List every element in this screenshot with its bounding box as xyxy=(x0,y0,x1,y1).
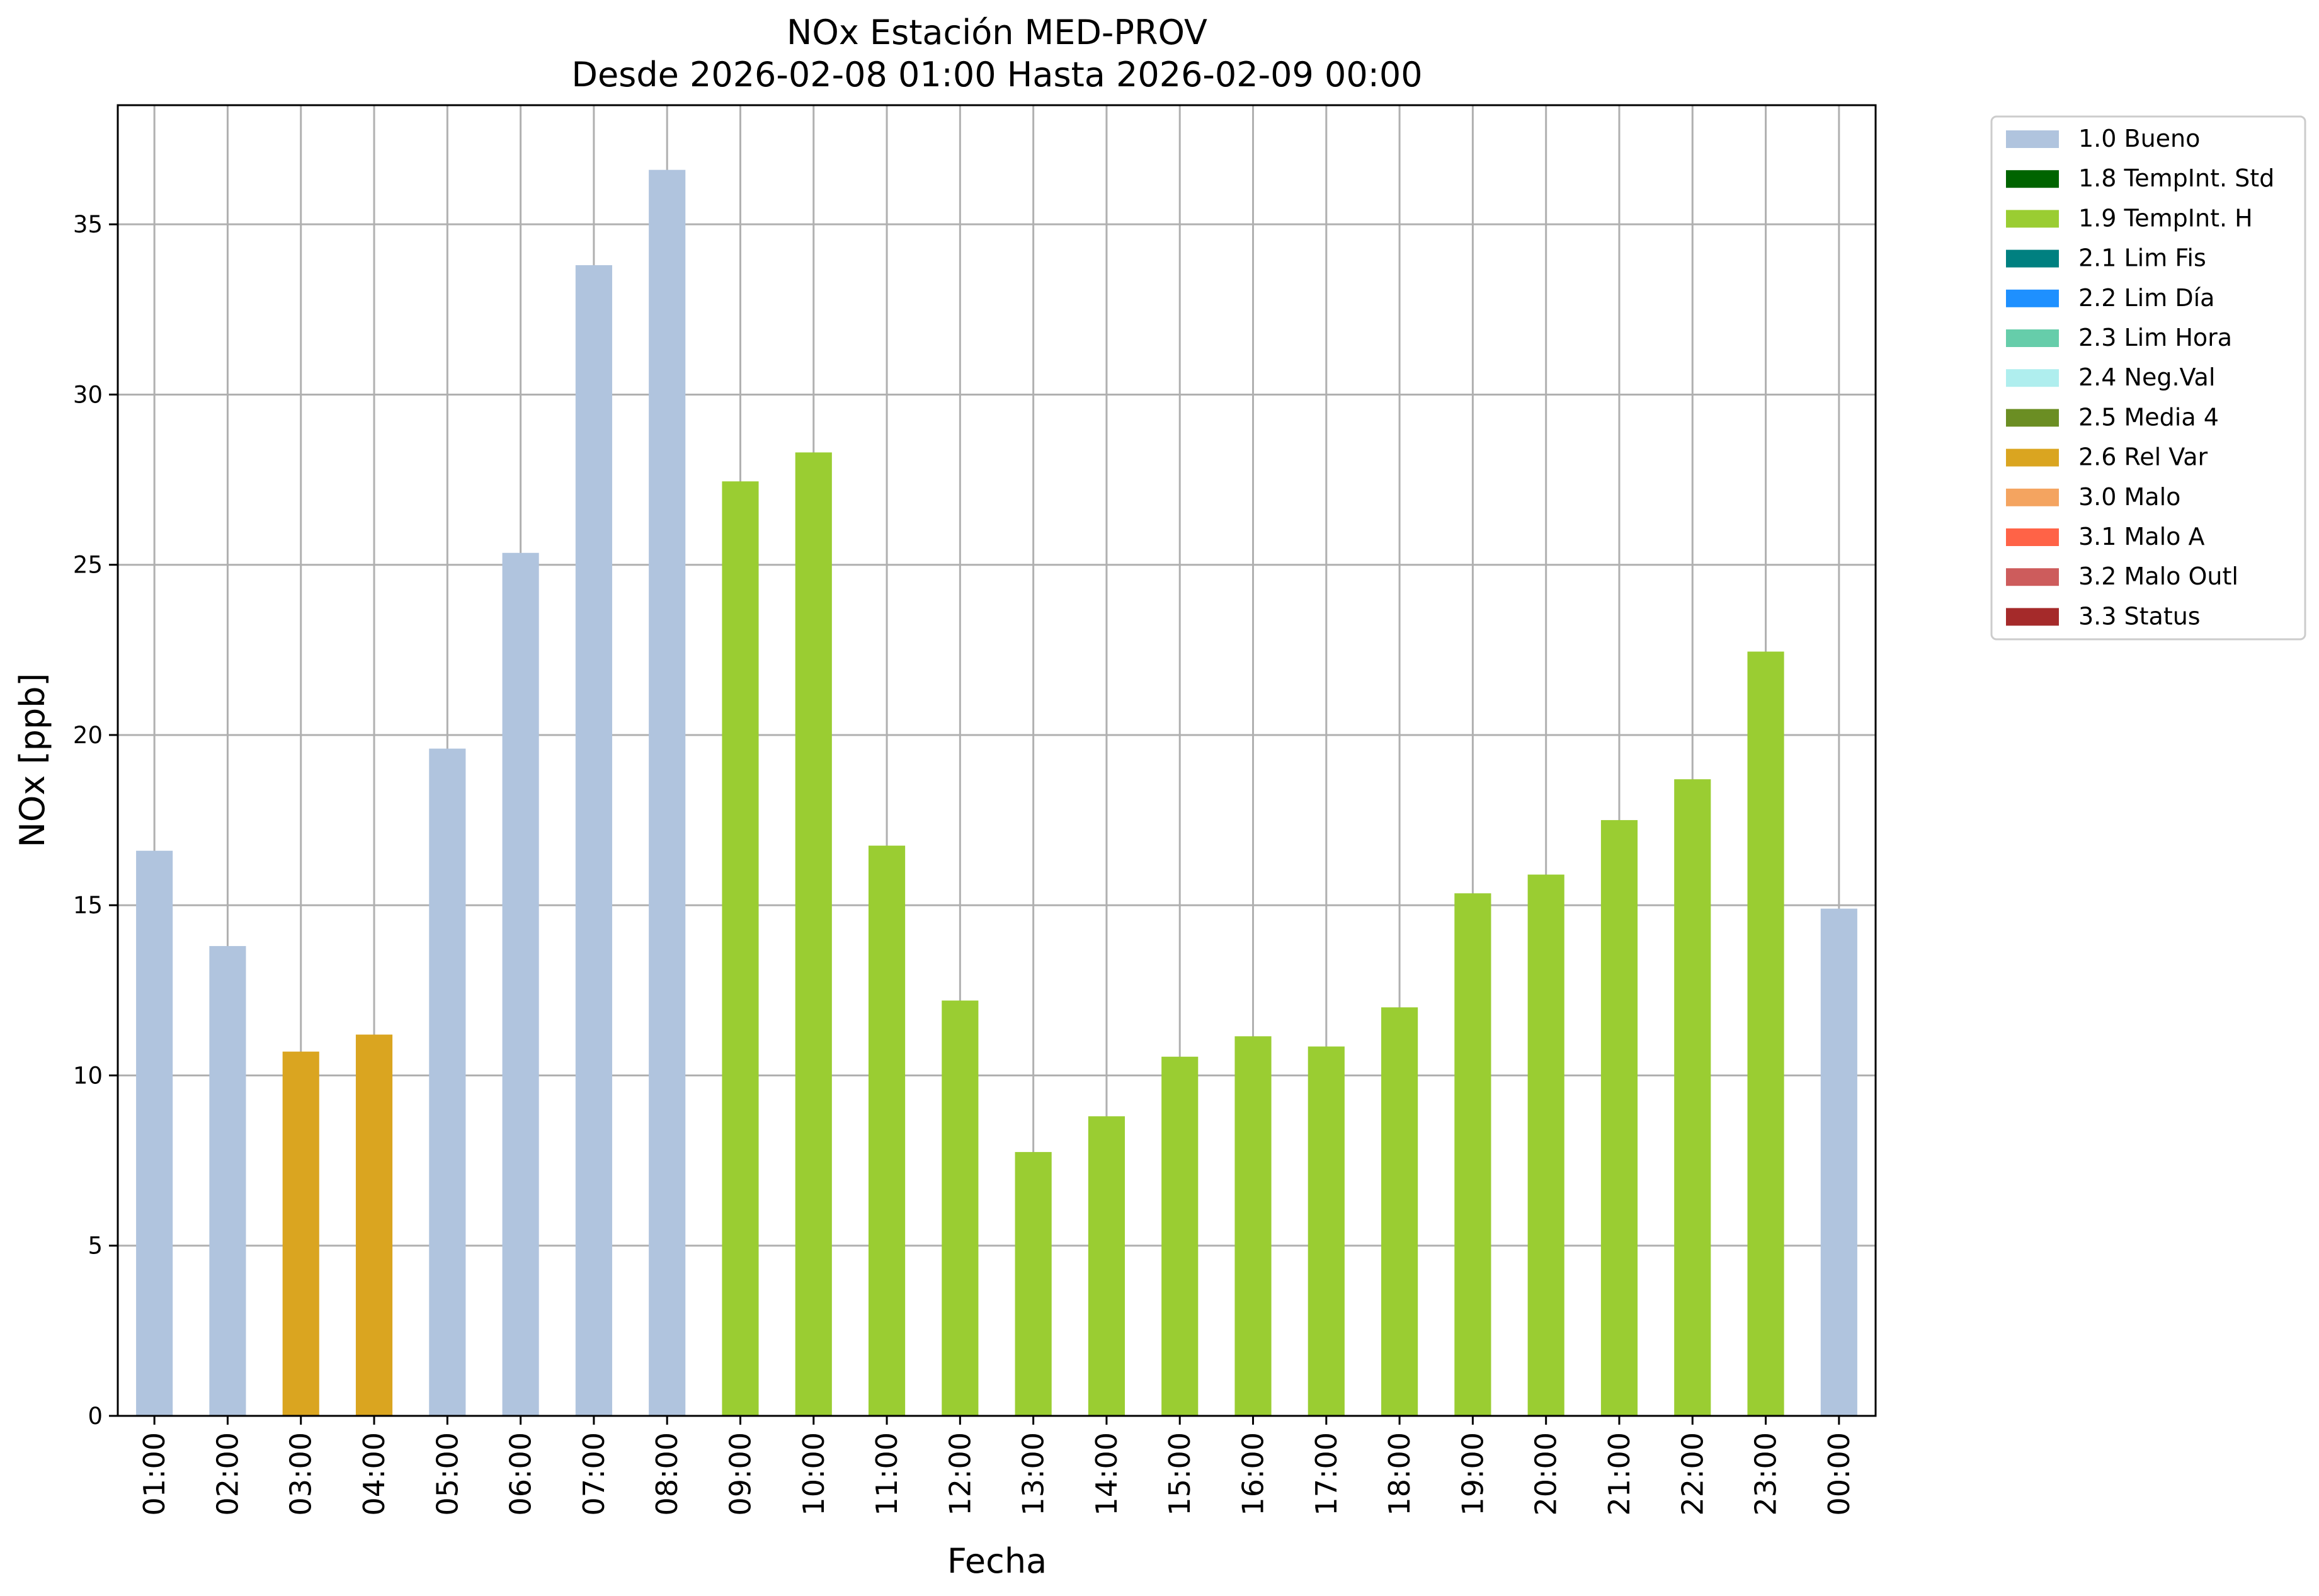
legend-swatch xyxy=(2006,448,2059,467)
legend-label: 3.0 Malo xyxy=(2078,483,2180,511)
legend-label: 3.3 Status xyxy=(2078,602,2201,630)
bar-0500 xyxy=(429,748,466,1416)
x-tick-label: 05:00 xyxy=(430,1432,464,1516)
x-tick-label: 13:00 xyxy=(1017,1432,1051,1516)
y-tick-label: 5 xyxy=(88,1233,103,1260)
bar-1300 xyxy=(1015,1152,1052,1416)
legend-label: 2.1 Lim Fis xyxy=(2078,244,2206,272)
legend-label: 2.4 Neg.Val xyxy=(2078,363,2215,391)
x-tick-label: 18:00 xyxy=(1382,1432,1416,1516)
y-axis-label: NOx [ppb] xyxy=(13,673,52,848)
x-tick-label: 06:00 xyxy=(504,1432,538,1516)
bar-2300 xyxy=(1747,651,1784,1416)
x-tick-label: 21:00 xyxy=(1602,1432,1636,1516)
bar-1800 xyxy=(1381,1007,1418,1416)
legend-swatch xyxy=(2006,528,2059,546)
x-tick-label: 17:00 xyxy=(1309,1432,1343,1516)
legend-label: 2.5 Media 4 xyxy=(2078,403,2219,431)
y-tick-label: 30 xyxy=(73,381,103,408)
y-axis-ticks: 0 5 10 15 20 25 30 35 xyxy=(73,211,118,1430)
legend-label: 3.2 Malo Outl xyxy=(2078,562,2238,590)
x-tick-label: 04:00 xyxy=(357,1432,391,1516)
x-tick-label: 20:00 xyxy=(1529,1432,1563,1516)
bar-1700 xyxy=(1308,1046,1345,1416)
x-tick-label: 02:00 xyxy=(210,1432,244,1516)
legend: 1.0 Bueno 1.8 TempInt. Std 1.9 TempInt. H 2… xyxy=(1990,115,2306,641)
bar-0900 xyxy=(722,481,759,1416)
bar-1900 xyxy=(1454,893,1491,1416)
bar-2100 xyxy=(1600,820,1638,1416)
legend-swatch xyxy=(2006,249,2059,268)
bar-0600 xyxy=(502,552,539,1416)
bars xyxy=(136,169,1857,1416)
legend-label: 2.6 Rel Var xyxy=(2078,443,2208,471)
bar-1400 xyxy=(1088,1116,1125,1416)
legend-label: 1.9 TempInt. H xyxy=(2078,204,2253,232)
x-tick-label: 07:00 xyxy=(577,1432,611,1516)
bar-0000 xyxy=(1820,908,1857,1416)
legend-box xyxy=(1990,115,2306,641)
legend-label: 3.1 Malo A xyxy=(2078,523,2204,550)
bar-0700 xyxy=(575,265,612,1416)
bar-1500 xyxy=(1161,1056,1199,1416)
x-axis-label: Fecha xyxy=(947,1541,1047,1581)
legend-swatch xyxy=(2006,170,2059,188)
bar-0400 xyxy=(355,1034,393,1416)
x-tick-label: 10:00 xyxy=(797,1432,831,1516)
x-tick-label: 22:00 xyxy=(1675,1432,1709,1516)
bar-1200 xyxy=(942,1000,979,1416)
x-tick-label: 08:00 xyxy=(650,1432,684,1516)
y-tick-label: 35 xyxy=(73,211,103,238)
x-tick-label: 00:00 xyxy=(1822,1432,1856,1516)
legend-label: 2.2 Lim Día xyxy=(2078,284,2214,312)
y-tick-label: 20 xyxy=(73,722,103,749)
x-tick-label: 23:00 xyxy=(1749,1432,1783,1516)
legend-swatch xyxy=(2006,488,2059,506)
bar-0300 xyxy=(282,1051,319,1416)
x-tick-label: 09:00 xyxy=(723,1432,757,1516)
chart-subtitle: Desde 2026-02-08 01:00 Hasta 2026-02-09 … xyxy=(571,55,1422,94)
legend-label: 1.0 Bueno xyxy=(2078,125,2200,152)
bar-1100 xyxy=(868,845,906,1416)
bar-2200 xyxy=(1674,779,1711,1416)
legend-swatch xyxy=(2006,608,2059,626)
bar-0100 xyxy=(136,850,173,1416)
bar-2000 xyxy=(1527,874,1564,1416)
bar-0800 xyxy=(649,169,686,1416)
x-axis-ticks: 01:00 02:00 03:00 04:00 05:00 06:00 07:00 08:00… xyxy=(137,1416,1856,1516)
bar-1000 xyxy=(795,452,832,1416)
x-tick-label: 19:00 xyxy=(1456,1432,1490,1516)
y-tick-label: 10 xyxy=(73,1062,103,1089)
bar-0200 xyxy=(209,946,246,1416)
y-tick-label: 0 xyxy=(88,1403,103,1430)
bar-1600 xyxy=(1234,1036,1272,1416)
legend-swatch xyxy=(2006,329,2059,347)
legend-swatch xyxy=(2006,369,2059,387)
x-tick-label: 16:00 xyxy=(1236,1432,1270,1516)
x-tick-label: 11:00 xyxy=(870,1432,904,1516)
legend-label: 1.8 TempInt. Std xyxy=(2078,164,2274,192)
legend-swatch xyxy=(2006,409,2059,427)
x-tick-label: 12:00 xyxy=(943,1432,977,1516)
legend-items: 1.0 Bueno 1.8 TempInt. Std 1.9 TempInt. H 2… xyxy=(2006,125,2274,630)
x-tick-label: 14:00 xyxy=(1090,1432,1124,1516)
legend-swatch xyxy=(2006,210,2059,228)
plot-area-frame xyxy=(117,104,1877,1417)
legend-swatch xyxy=(2006,289,2059,307)
legend-swatch xyxy=(2006,130,2059,148)
y-tick-label: 25 xyxy=(73,552,103,579)
legend-swatch xyxy=(2006,568,2059,586)
y-tick-label: 15 xyxy=(73,892,103,919)
x-tick-label: 15:00 xyxy=(1163,1432,1197,1516)
x-tick-label: 01:00 xyxy=(137,1432,171,1516)
legend-label: 2.3 Lim Hora xyxy=(2078,324,2232,351)
x-tick-label: 03:00 xyxy=(284,1432,318,1516)
chart-title: NOx Estación MED-PROV xyxy=(787,13,1207,52)
